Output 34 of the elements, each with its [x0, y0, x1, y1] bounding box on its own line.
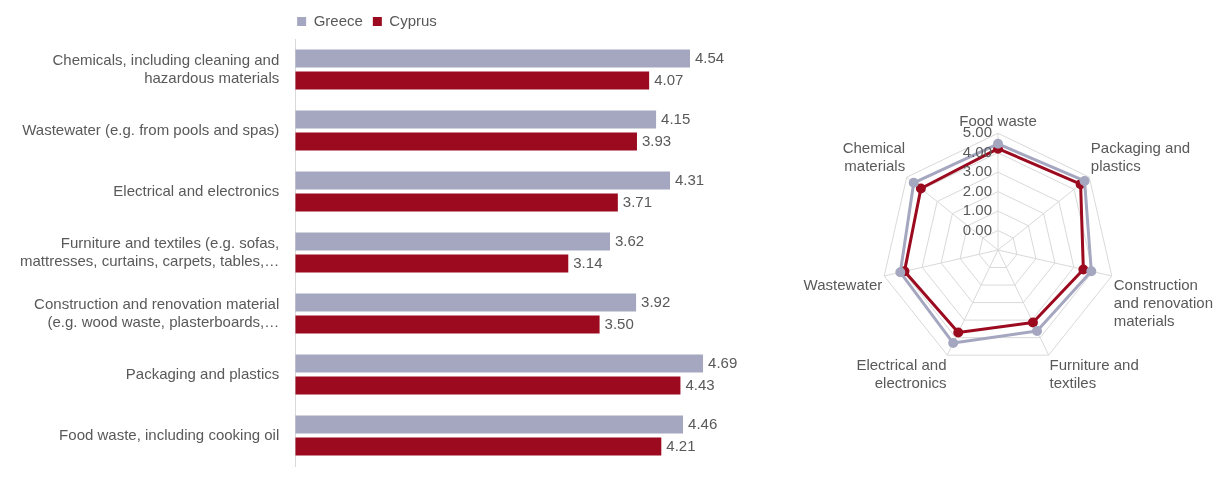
y-tick-label: Chemicals, including cleaning and hazardous materials — [52, 50, 280, 86]
data-label: 3.62 — [615, 231, 645, 249]
legend-label: Greece — [313, 11, 363, 29]
data-label: 4.21 — [666, 436, 696, 454]
spoke-label: Packaging and plastics — [1090, 139, 1191, 175]
y-tick-label: Electrical and electronics — [113, 181, 280, 199]
y-tick-label: 0.00 — [962, 220, 992, 238]
data-label: 3.71 — [622, 192, 653, 210]
y-tick-label: 3.00 — [962, 162, 992, 180]
data-label: 3.92 — [641, 292, 671, 310]
y-tick-label: Construction and renovation material (e.g. wood waste, plasterboards,… — [34, 294, 280, 330]
y-tick-label: 2.00 — [962, 181, 992, 199]
data-label: 3.50 — [604, 314, 634, 332]
y-tick-label: Packaging and plastics — [125, 364, 280, 382]
spoke-label: Electrical and electronics — [856, 356, 947, 392]
spoke-label: Wastewater — [803, 275, 883, 293]
data-label: 4.54 — [695, 48, 725, 66]
data-label: 3.93 — [641, 131, 672, 149]
legend-label: Cyprus — [389, 11, 437, 29]
data-label: 3.14 — [573, 253, 603, 271]
y-tick-label: Wastewater (e.g. from pools and spas) — [22, 120, 280, 138]
y-tick-label: 4.00 — [962, 142, 992, 160]
data-label: 4.46 — [688, 414, 718, 432]
data-label: 4.15 — [661, 109, 691, 127]
data-label: 4.43 — [685, 375, 715, 393]
spoke-label: Chemical materials — [842, 139, 906, 175]
data-label: 4.07 — [654, 70, 684, 88]
spoke-label: Construction and renovation materials — [1113, 275, 1214, 329]
data-label: 4.31 — [675, 170, 705, 188]
data-label: 4.69 — [708, 353, 738, 371]
spoke-label: Furniture and textiles — [1049, 356, 1139, 392]
y-tick-label: Food waste, including cooking oil — [59, 425, 280, 443]
y-tick-label: Furniture and textiles (e.g. sofas, mattresses, curtains, carpets, tables,… — [20, 233, 280, 269]
y-tick-label: 1.00 — [962, 201, 992, 219]
